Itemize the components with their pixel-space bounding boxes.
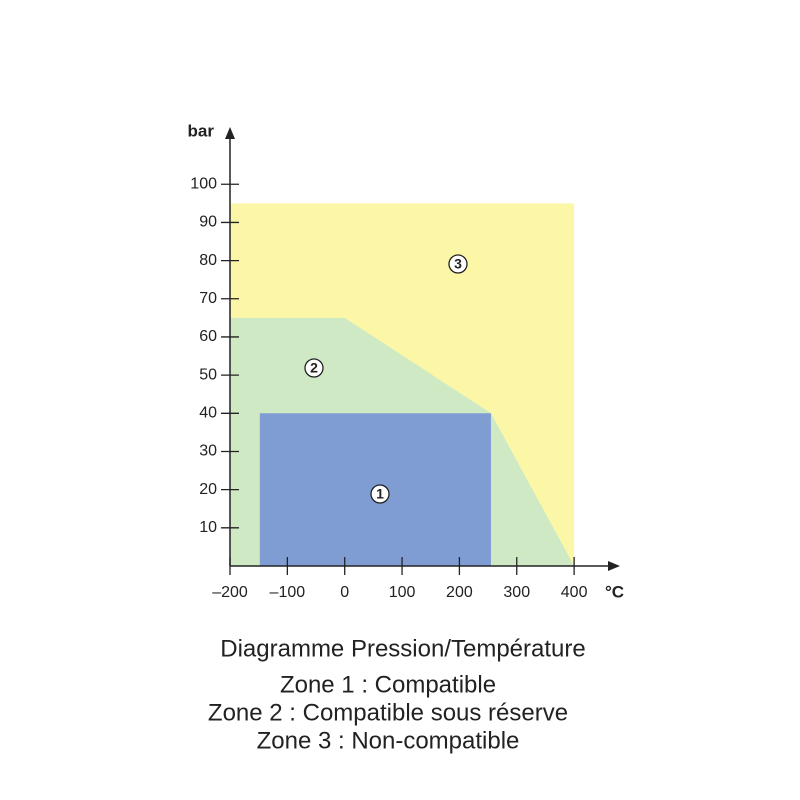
y-axis-label: bar [188,121,215,140]
x-tick-label: –200 [212,584,248,601]
zone-label: 1 [376,486,384,502]
y-arrow [225,127,235,139]
x-tick-label: 400 [561,584,588,601]
y-tick-label: 100 [190,175,217,192]
zone-label: 2 [310,360,318,376]
x-tick-label: 0 [340,584,349,601]
legend-entry: Zone 3 : Non-compatible [257,727,520,754]
zone-marker [370,484,390,504]
y-tick-label: 30 [199,443,217,460]
x-arrow [608,561,620,571]
y-tick-label: 80 [199,252,217,269]
x-tick-label: 200 [446,584,473,601]
y-tick-label: 40 [199,405,217,422]
y-tick-label: 20 [199,481,217,498]
legend-entry: Zone 1 : Compatible [280,671,496,698]
y-tick-label: 50 [199,366,217,383]
y-tick-label: 10 [199,519,217,536]
zone-marker [304,358,324,378]
x-axis-label: °C [605,582,624,601]
x-tick-label: 300 [503,584,530,601]
y-tick-label: 90 [199,214,217,231]
zone-marker [448,254,468,274]
y-tick-label: 70 [199,290,217,307]
x-tick-label: –100 [270,584,306,601]
y-tick-label: 60 [199,328,217,345]
legend-entry: Zone 2 : Compatible sous réserve [208,699,568,726]
zone-label: 3 [454,256,462,272]
x-tick-label: 100 [389,584,416,601]
chart-title: Diagramme Pression/Température [220,635,585,662]
